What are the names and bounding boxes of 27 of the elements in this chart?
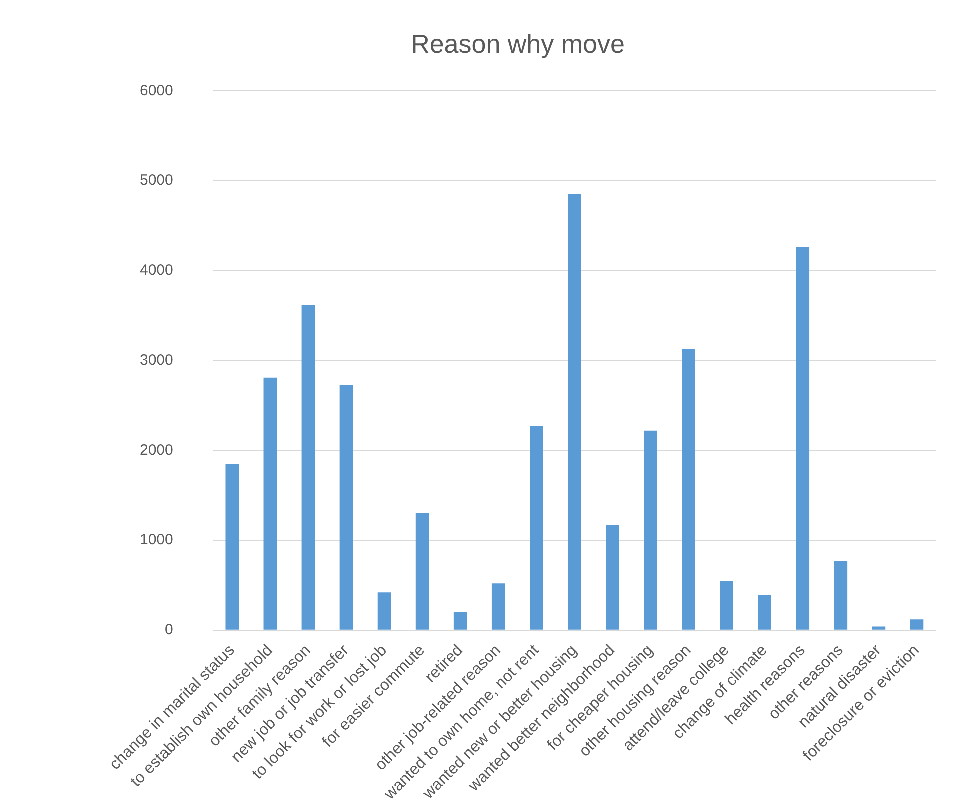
bar <box>340 385 354 630</box>
bar <box>264 378 278 630</box>
bar <box>834 561 848 630</box>
y-tick-label: 1000 <box>140 532 174 549</box>
bar <box>606 525 620 630</box>
bar <box>568 194 582 630</box>
y-tick-label: 5000 <box>140 172 174 190</box>
bar <box>492 584 506 630</box>
bar <box>226 464 240 630</box>
bar <box>530 426 544 630</box>
bar <box>644 430 658 630</box>
bar <box>910 620 924 630</box>
bar <box>302 305 316 630</box>
chart-title: Reason why move <box>411 28 625 59</box>
bar <box>416 514 430 630</box>
y-tick-label: 2000 <box>140 442 174 459</box>
bar <box>796 248 810 630</box>
bar <box>720 580 734 630</box>
bar <box>454 612 468 630</box>
y-tick-label: 3000 <box>140 352 174 369</box>
bar <box>758 595 772 630</box>
y-tick-label: 6000 <box>140 82 174 100</box>
y-tick-label: 4000 <box>140 262 174 280</box>
y-tick-label: 0 <box>165 622 174 639</box>
bar <box>872 626 886 630</box>
bar <box>682 349 696 630</box>
bar <box>378 592 392 630</box>
